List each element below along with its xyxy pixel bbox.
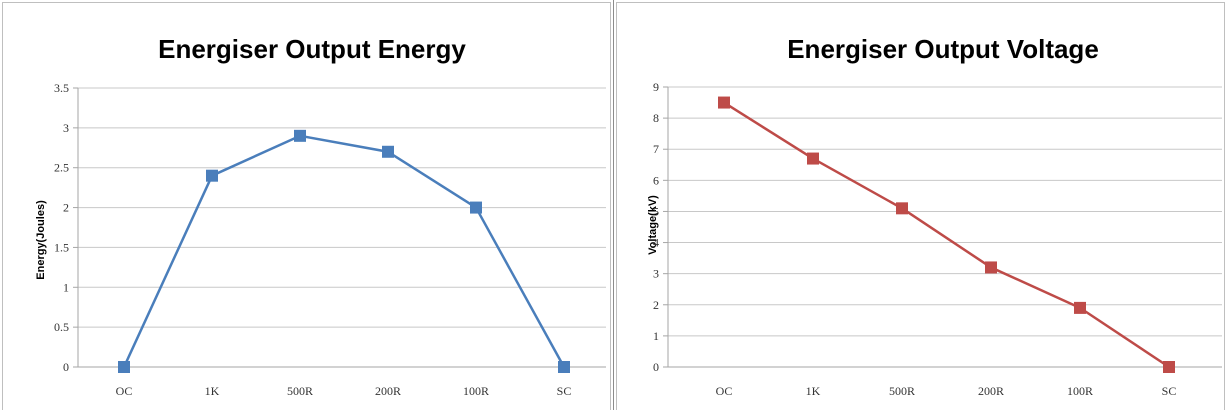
data-point-marker [294, 129, 306, 142]
x-tick-label: 1K [205, 384, 220, 398]
data-point-marker [470, 201, 482, 214]
data-point-marker [985, 261, 997, 274]
x-tick-label: 200R [375, 384, 401, 398]
data-point-marker [558, 361, 570, 373]
x-tick-label: 500R [889, 384, 915, 398]
data-point-marker [718, 96, 730, 109]
axes [73, 87, 606, 368]
series [118, 129, 570, 373]
data-point-marker [382, 145, 394, 158]
x-tick-label: OC [116, 384, 133, 398]
data-point-marker [896, 202, 908, 215]
y-tick-label: 3 [63, 121, 69, 135]
x-tick-label: 100R [463, 384, 489, 398]
gridlines [78, 87, 606, 328]
x-tick-label: SC [1162, 384, 1177, 398]
series-line [122, 134, 566, 368]
chart-title: Energiser Output Voltage [787, 34, 1099, 64]
energy-chart-panel: Energiser Output Energy Energy(Joules) 0… [0, 0, 614, 410]
y-tick-label: 0.5 [54, 320, 69, 334]
y-tick-label: 2 [653, 298, 659, 312]
axes [663, 86, 1222, 368]
y-axis-label: Energy(Joules) [35, 200, 47, 280]
data-point-marker [1074, 301, 1086, 314]
y-tick-labels: 0 0.5 1 1.5 2 2.5 3 3.5 [54, 81, 69, 374]
y-tick-labels: 0 1 2 3 4 5 6 7 8 9 [653, 80, 659, 374]
y-tick-label: 6 [653, 173, 659, 187]
y-tick-label: 5 [653, 204, 659, 218]
data-point-marker [206, 169, 218, 182]
chart-frame [616, 2, 1225, 410]
gridlines [668, 86, 1222, 337]
y-tick-label: 9 [653, 80, 659, 94]
chart-title: Energiser Output Energy [158, 34, 466, 64]
y-axis-label: Voltage(kV) [647, 195, 659, 255]
voltage-chart-panel: Energiser Output Voltage Voltage(kV) 0 1 2… [614, 0, 1227, 410]
x-tick-labels: OC 1K 500R 200R 100R SC [716, 384, 1177, 398]
series-line [723, 101, 1170, 369]
y-tick-label: 8 [653, 111, 659, 125]
energy-chart: Energiser Output Energy Energy(Joules) 0… [35, 34, 606, 398]
y-tick-label: 0 [653, 360, 659, 374]
x-tick-label: 500R [287, 384, 313, 398]
chart-frame [2, 2, 611, 410]
x-tick-label: 1K [806, 384, 821, 398]
y-tick-label: 4 [653, 236, 659, 250]
y-tick-label: 2 [63, 201, 69, 215]
y-tick-label: 3.5 [54, 81, 69, 95]
y-tick-label: 1 [63, 280, 69, 294]
y-tick-label: 1 [653, 329, 659, 343]
data-point-marker [118, 361, 130, 373]
x-tick-label: 200R [978, 384, 1004, 398]
x-tick-label: 100R [1067, 384, 1093, 398]
x-tick-label: OC [716, 384, 733, 398]
y-tick-label: 1.5 [54, 240, 69, 254]
y-tick-label: 3 [653, 267, 659, 281]
voltage-chart: Energiser Output Voltage Voltage(kV) 0 1 2… [647, 34, 1222, 398]
y-tick-label: 7 [653, 142, 659, 156]
x-tick-labels: OC 1K 500R 200R 100R SC [116, 384, 572, 398]
data-point-marker [807, 152, 819, 165]
y-tick-label: 0 [63, 360, 69, 374]
y-tick-label: 2.5 [54, 161, 69, 175]
x-tick-label: SC [557, 384, 572, 398]
series [718, 96, 1175, 373]
data-point-marker [1163, 361, 1175, 373]
